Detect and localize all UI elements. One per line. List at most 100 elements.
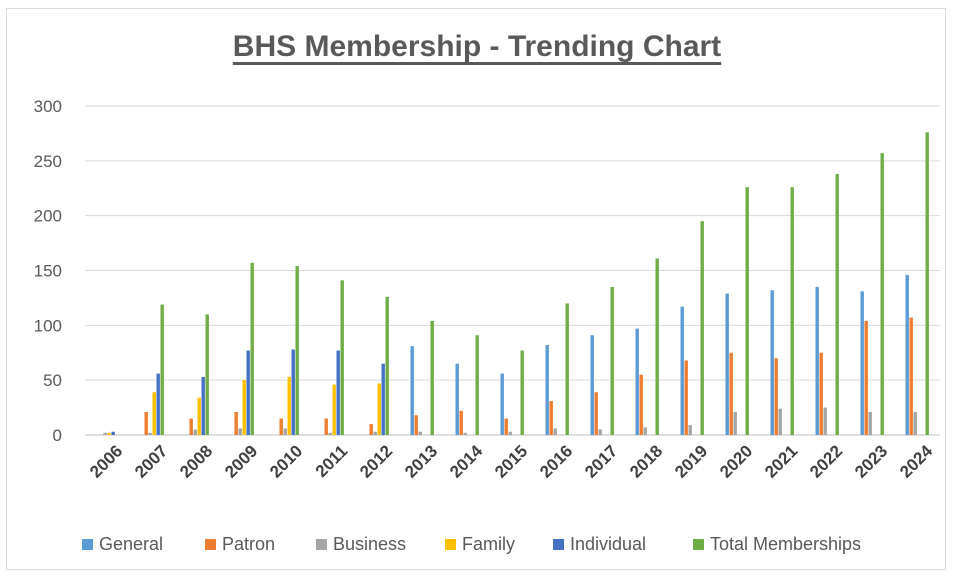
gridlines <box>85 105 940 436</box>
bar-patron <box>234 411 238 435</box>
bar-total-memberships <box>790 187 794 435</box>
bar-general <box>545 345 549 435</box>
bar-general <box>815 286 819 435</box>
x-tick-label: 2015 <box>491 441 531 481</box>
bar-business <box>193 429 197 435</box>
bar-business <box>283 428 287 435</box>
bar-patron <box>504 418 508 435</box>
legend-label: Individual <box>570 534 646 554</box>
bar-general <box>635 328 639 435</box>
legend-label: General <box>99 534 163 554</box>
bar-individual <box>381 363 385 435</box>
bar-individual <box>111 431 115 435</box>
x-tick-label: 2006 <box>86 441 126 481</box>
y-axis: 0 50 100 150 200 250 300 <box>34 97 62 445</box>
bar-patron <box>414 415 418 435</box>
bar-business <box>103 432 107 435</box>
x-tick-label: 2022 <box>806 441 846 481</box>
bar-general <box>455 363 459 435</box>
legend: General Patron Business Family Individual Tot… <box>82 534 861 554</box>
bar-total-memberships <box>250 262 254 435</box>
y-tick-label: 300 <box>34 97 62 116</box>
bar-business <box>868 411 872 435</box>
legend-swatch <box>205 539 216 550</box>
bar-business <box>913 411 917 435</box>
bar-patron <box>369 424 373 435</box>
bar-family <box>107 432 111 435</box>
x-tick-label: 2014 <box>446 441 487 482</box>
bar-total-memberships <box>565 303 569 435</box>
bar-general <box>590 335 594 435</box>
bar-total-memberships <box>295 266 299 435</box>
x-tick-label: 2023 <box>851 441 891 481</box>
bar-business <box>688 425 692 435</box>
x-tick-label: 2009 <box>221 441 261 481</box>
bar-patron <box>189 418 193 435</box>
bar-patron <box>684 360 688 435</box>
bar-business <box>508 431 512 435</box>
bar-general <box>725 293 729 435</box>
x-tick-label: 2008 <box>176 441 216 481</box>
bar-family <box>152 392 156 435</box>
bar-individual <box>291 349 295 435</box>
bar-general <box>905 274 909 435</box>
bar-individual <box>156 373 160 435</box>
x-axis: 2006 2007 2008 2009 2010 2011 2012 2013 2014 2015… <box>86 441 937 482</box>
legend-label: Business <box>333 534 406 554</box>
bar-business <box>373 431 377 435</box>
bar-family <box>197 397 201 435</box>
chart-frame <box>6 8 946 570</box>
bar-business <box>328 432 332 435</box>
x-tick-label: 2016 <box>536 441 576 481</box>
x-tick-label: 2012 <box>356 441 396 481</box>
legend-swatch <box>316 539 327 550</box>
bar-family <box>377 383 381 435</box>
bar-business <box>598 429 602 435</box>
bar-patron <box>549 401 553 435</box>
legend-swatch <box>82 539 93 550</box>
bar-individual <box>246 350 250 435</box>
bar-business <box>733 411 737 435</box>
bar-total-memberships <box>745 187 749 435</box>
bar-business <box>553 428 557 435</box>
x-tick-label: 2024 <box>896 441 937 482</box>
x-tick-label: 2013 <box>401 441 441 481</box>
bar-total-memberships <box>880 153 884 435</box>
legend-swatch <box>553 539 564 550</box>
bar-total-memberships <box>430 320 434 435</box>
x-tick-label: 2011 <box>312 441 352 481</box>
bar-patron <box>909 317 913 435</box>
bar-general <box>680 306 684 435</box>
bar-patron <box>594 392 598 435</box>
bar-total-memberships <box>655 258 659 435</box>
bar-business <box>823 407 827 435</box>
y-tick-label: 0 <box>53 426 62 445</box>
bar-general <box>410 346 414 435</box>
bar-patron <box>279 418 283 435</box>
bar-total-memberships <box>925 132 929 435</box>
bar-individual <box>201 376 205 435</box>
y-tick-label: 150 <box>34 262 62 281</box>
bar-total-memberships <box>475 335 479 435</box>
x-tick-label: 2018 <box>626 441 666 481</box>
bar-total-memberships <box>520 350 524 435</box>
bar-total-memberships <box>610 286 614 435</box>
bar-business <box>778 408 782 435</box>
bar-patron <box>459 410 463 435</box>
legend-label: Patron <box>222 534 275 554</box>
bar-family <box>242 380 246 435</box>
bars <box>103 132 929 435</box>
bar-total-memberships <box>340 280 344 435</box>
bar-total-memberships <box>835 173 839 435</box>
legend-swatch <box>693 539 704 550</box>
bar-patron <box>639 374 643 435</box>
bar-general <box>500 373 504 435</box>
x-tick-label: 2007 <box>131 441 171 481</box>
bar-business <box>148 432 152 435</box>
x-tick-label: 2021 <box>761 441 801 481</box>
legend-label: Family <box>462 534 515 554</box>
y-tick-label: 200 <box>34 207 62 226</box>
x-tick-label: 2017 <box>581 441 621 481</box>
legend-swatch <box>445 539 456 550</box>
